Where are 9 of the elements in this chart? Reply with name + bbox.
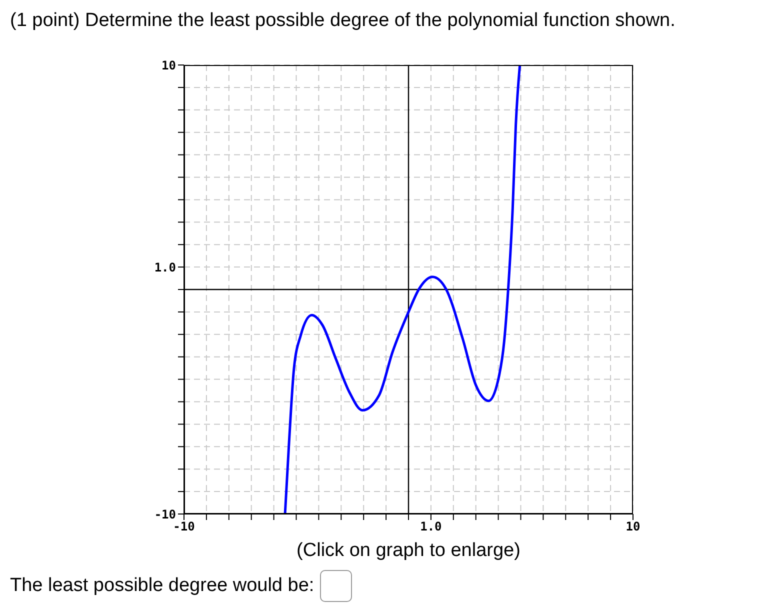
x-tick-label: -10 — [173, 520, 195, 534]
x-tick-label: 1.0 — [420, 520, 442, 534]
y-tick-label: 1.0 — [154, 260, 176, 274]
y-tick-label: 10 — [162, 58, 176, 72]
x-tick-label: 10 — [626, 520, 640, 534]
text: The least possible degree would be: — [10, 575, 314, 597]
y-tick-label: -10 — [154, 507, 176, 522]
text: (Click on graph to enlarge) — [296, 540, 522, 562]
chart-title: (1 point) Determine the least possible degree of the polynomial function shown. — [10, 10, 676, 32]
